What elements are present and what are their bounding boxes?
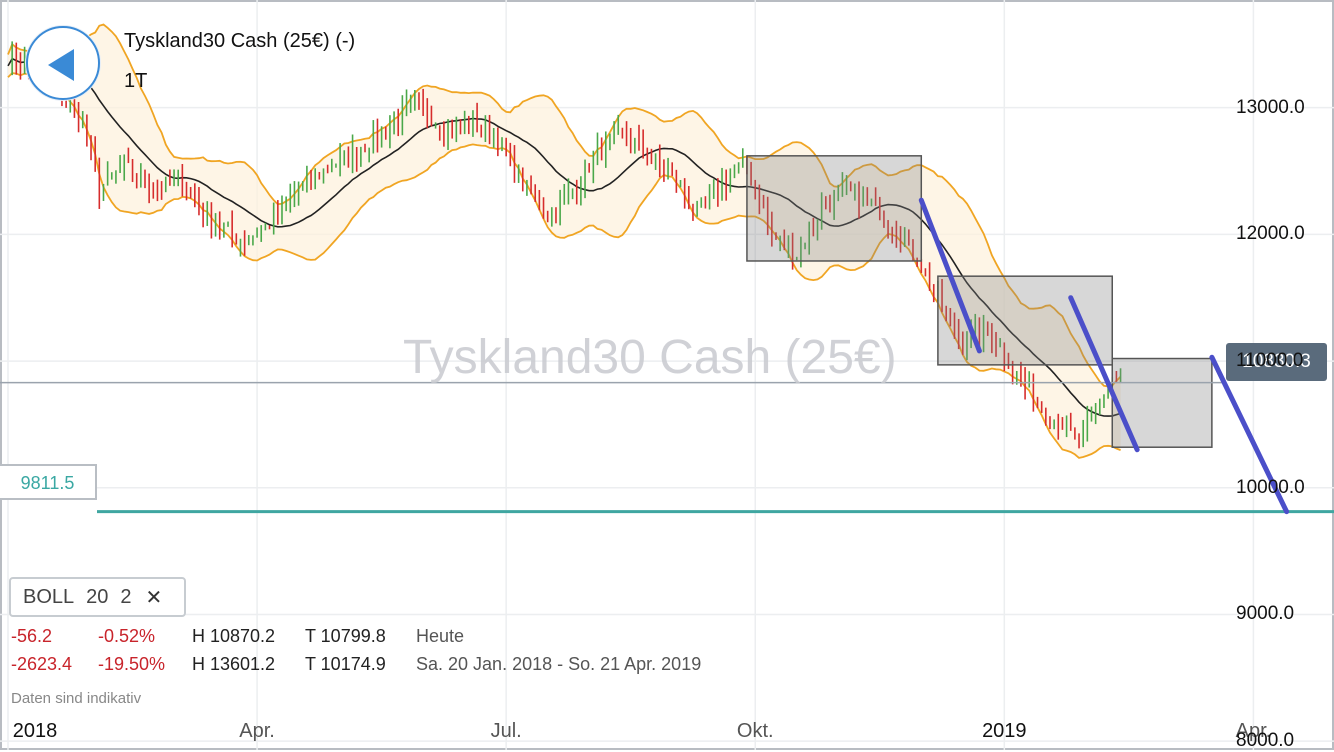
- x-tick-label: Jul.: [490, 720, 522, 742]
- stat-low: T 10799.8: [305, 626, 386, 646]
- x-tick-label: Okt.: [736, 720, 774, 742]
- indicator-chip[interactable]: BOLL 20 2 ✕: [9, 577, 186, 617]
- trend-line: [918, 197, 982, 354]
- consolidation-box: [1111, 357, 1213, 448]
- stat-low: T 10174.9: [305, 654, 386, 674]
- trend-line: [1209, 354, 1290, 515]
- stat-high: H 13601.2: [192, 654, 276, 674]
- y-tick-label: 8000.0: [1236, 730, 1295, 752]
- indicator-deviation: 2: [120, 585, 132, 608]
- back-arrow-icon: [48, 49, 74, 81]
- horizontal-lines: [0, 381, 1334, 514]
- y-tick-label: 9000.0: [1236, 603, 1295, 625]
- stat-change: -56.2: [11, 626, 53, 646]
- trend-lines: [918, 197, 1290, 515]
- stat-change: -2623.4: [11, 654, 73, 674]
- disclaimer: Daten sind indikativ: [11, 690, 142, 707]
- bollinger-bands: [7, 23, 1122, 459]
- y-tick-label: 11000.0: [1236, 350, 1304, 372]
- back-button[interactable]: [26, 26, 100, 100]
- stat-change-pct: -0.52%: [98, 626, 156, 646]
- current-price-badge: 10830.3: [1226, 343, 1327, 381]
- stat-period: Sa. 20 Jan. 2018 - So. 21 Apr. 2019: [416, 654, 702, 674]
- stat-high: H 10870.2: [192, 626, 276, 646]
- x-tick-label: 2019: [982, 720, 1027, 742]
- indicator-name: BOLL: [23, 585, 75, 608]
- stat-period: Heute: [416, 626, 465, 646]
- indicator-period: 20: [86, 585, 109, 608]
- watermark: Tyskland30 Cash (25€): [403, 331, 897, 384]
- x-tick-label: 2018: [12, 720, 58, 742]
- consolidation-box: [937, 275, 1113, 366]
- instrument-title: Tyskland30 Cash (25€) (-): [124, 30, 356, 52]
- close-icon[interactable]: ✕: [145, 586, 163, 609]
- upper-band-line: [7, 23, 1122, 388]
- x-tick-label: Apr.: [1235, 720, 1272, 742]
- stat-change-pct: -19.50%: [98, 654, 166, 674]
- y-tick-label: 10000.0: [1236, 476, 1305, 498]
- y-tick-label: 12000.0: [1236, 223, 1305, 245]
- consolidation-boxes: [746, 155, 1213, 448]
- timeframe-label[interactable]: 1T: [124, 70, 148, 92]
- consolidation-box: [746, 155, 923, 262]
- trend-line: [1068, 295, 1140, 453]
- support-level-badge[interactable]: 9811.5: [0, 464, 97, 500]
- lower-band-line: [7, 72, 1121, 459]
- band-fill: [8, 24, 1121, 458]
- y-tick-label: 13000.0: [1236, 96, 1305, 118]
- x-tick-label: Apr.: [239, 720, 275, 742]
